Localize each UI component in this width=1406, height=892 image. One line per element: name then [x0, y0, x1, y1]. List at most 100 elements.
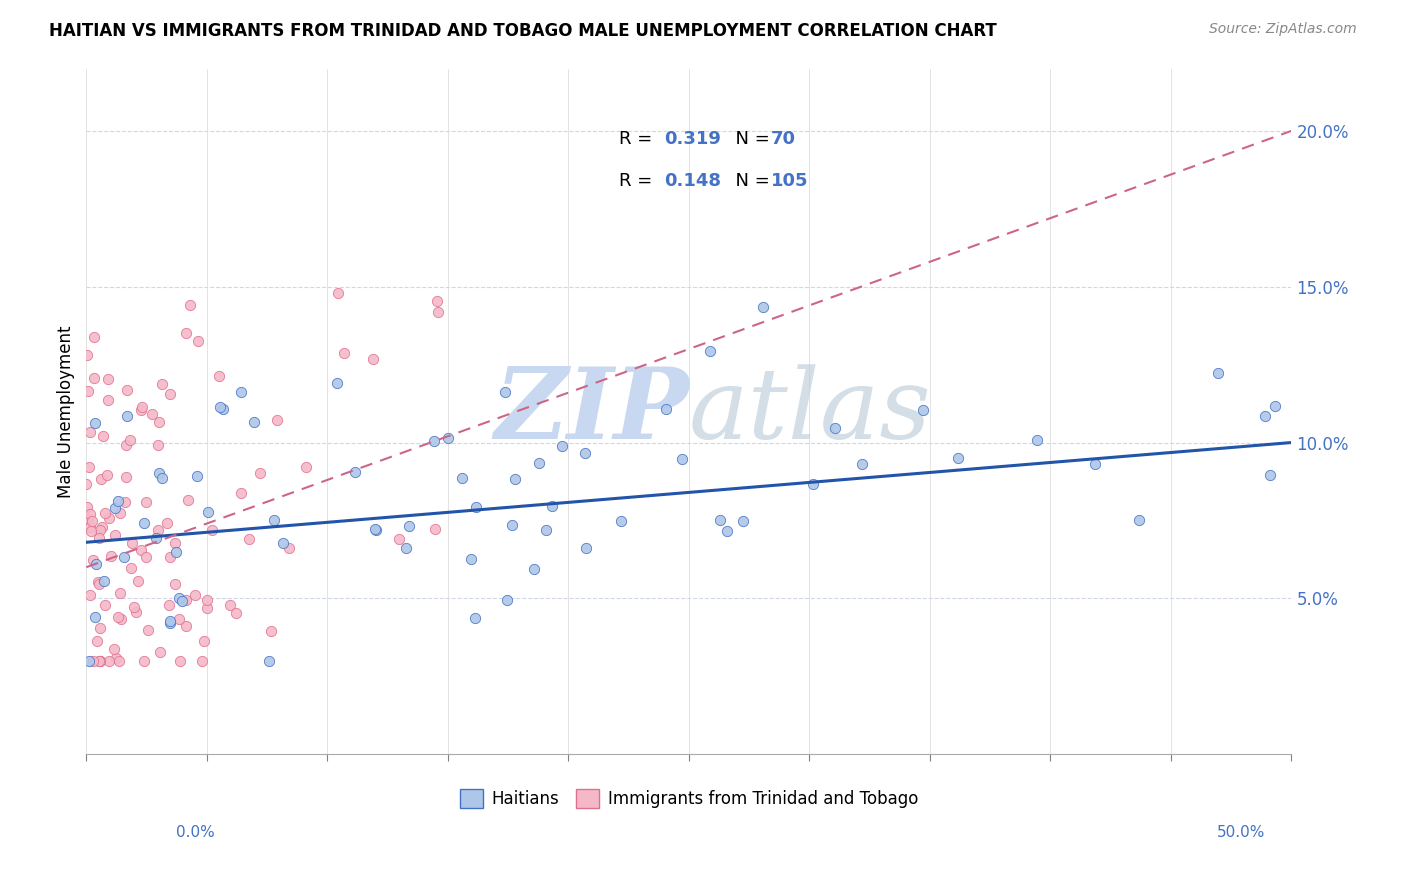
- Point: [136, 624, 159, 638]
- Point: [114, 494, 136, 508]
- Text: R =: R =: [619, 130, 658, 148]
- Point: [107, 609, 129, 624]
- Point: [238, 532, 260, 546]
- Point: [83, 417, 105, 431]
- Point: [426, 305, 449, 319]
- Point: [174, 326, 197, 341]
- Point: [654, 401, 676, 416]
- Point: [159, 387, 181, 401]
- Point: [193, 634, 215, 648]
- Text: N =: N =: [724, 130, 776, 148]
- Point: [271, 536, 294, 550]
- Point: [97, 510, 120, 524]
- Point: [79, 654, 101, 668]
- Point: [148, 466, 170, 480]
- Point: [195, 593, 218, 607]
- Point: [108, 654, 131, 668]
- Point: [451, 471, 474, 485]
- Point: [117, 409, 139, 423]
- Point: [801, 477, 824, 491]
- Point: [145, 532, 167, 546]
- Point: [326, 376, 349, 390]
- Point: [172, 593, 194, 607]
- Point: [195, 601, 218, 615]
- Point: [527, 456, 550, 470]
- Point: [257, 654, 280, 668]
- Point: [179, 298, 201, 312]
- Point: [249, 466, 271, 480]
- Point: [423, 434, 446, 449]
- Point: [104, 651, 127, 665]
- Point: [107, 494, 129, 508]
- Point: [108, 586, 131, 600]
- Point: [90, 472, 112, 486]
- Point: [84, 557, 107, 571]
- Point: [169, 654, 191, 668]
- Point: [187, 334, 209, 348]
- Point: [398, 519, 420, 533]
- Text: Source: ZipAtlas.com: Source: ZipAtlas.com: [1209, 22, 1357, 37]
- Point: [731, 514, 754, 528]
- Point: [89, 654, 111, 668]
- Point: [184, 588, 207, 602]
- Point: [83, 330, 105, 344]
- Point: [148, 524, 170, 538]
- Point: [84, 610, 107, 624]
- Text: N =: N =: [724, 172, 776, 190]
- Text: atlas: atlas: [689, 364, 932, 459]
- Point: [1208, 366, 1230, 380]
- Point: [135, 495, 157, 509]
- Point: [100, 549, 122, 564]
- Point: [495, 592, 517, 607]
- Point: [176, 619, 198, 633]
- Point: [94, 599, 117, 613]
- Point: [125, 605, 148, 619]
- Point: [115, 470, 138, 484]
- Text: 50.0%: 50.0%: [1218, 825, 1265, 840]
- Point: [177, 492, 200, 507]
- Point: [426, 293, 449, 308]
- Point: [1026, 433, 1049, 447]
- Point: [208, 369, 231, 384]
- Point: [108, 506, 131, 520]
- Point: [110, 612, 132, 626]
- Point: [103, 641, 125, 656]
- Point: [89, 621, 111, 635]
- Point: [165, 545, 187, 559]
- Point: [132, 516, 155, 530]
- Point: [132, 654, 155, 668]
- Point: [1264, 399, 1286, 413]
- Point: [156, 516, 179, 530]
- Point: [163, 536, 186, 550]
- Point: [79, 508, 101, 522]
- Point: [186, 469, 208, 483]
- Text: 70: 70: [770, 130, 796, 148]
- Point: [501, 518, 523, 533]
- Point: [911, 403, 934, 417]
- Point: [263, 513, 285, 527]
- Point: [364, 522, 387, 536]
- Point: [550, 439, 572, 453]
- Point: [129, 543, 152, 558]
- Point: [523, 561, 546, 575]
- Point: [90, 520, 112, 534]
- Point: [87, 574, 110, 589]
- Point: [129, 403, 152, 417]
- Point: [79, 588, 101, 602]
- Text: 0.0%: 0.0%: [176, 825, 215, 840]
- Point: [716, 524, 738, 538]
- Point: [121, 535, 143, 549]
- Point: [87, 531, 110, 545]
- Point: [231, 384, 253, 399]
- Point: [465, 500, 488, 514]
- Text: R =: R =: [619, 172, 658, 190]
- Point: [115, 384, 138, 398]
- Point: [328, 285, 350, 300]
- Point: [174, 592, 197, 607]
- Point: [948, 451, 970, 466]
- Point: [122, 600, 145, 615]
- Point: [76, 348, 98, 362]
- Point: [201, 524, 224, 538]
- Point: [1128, 513, 1150, 527]
- Point: [851, 457, 873, 471]
